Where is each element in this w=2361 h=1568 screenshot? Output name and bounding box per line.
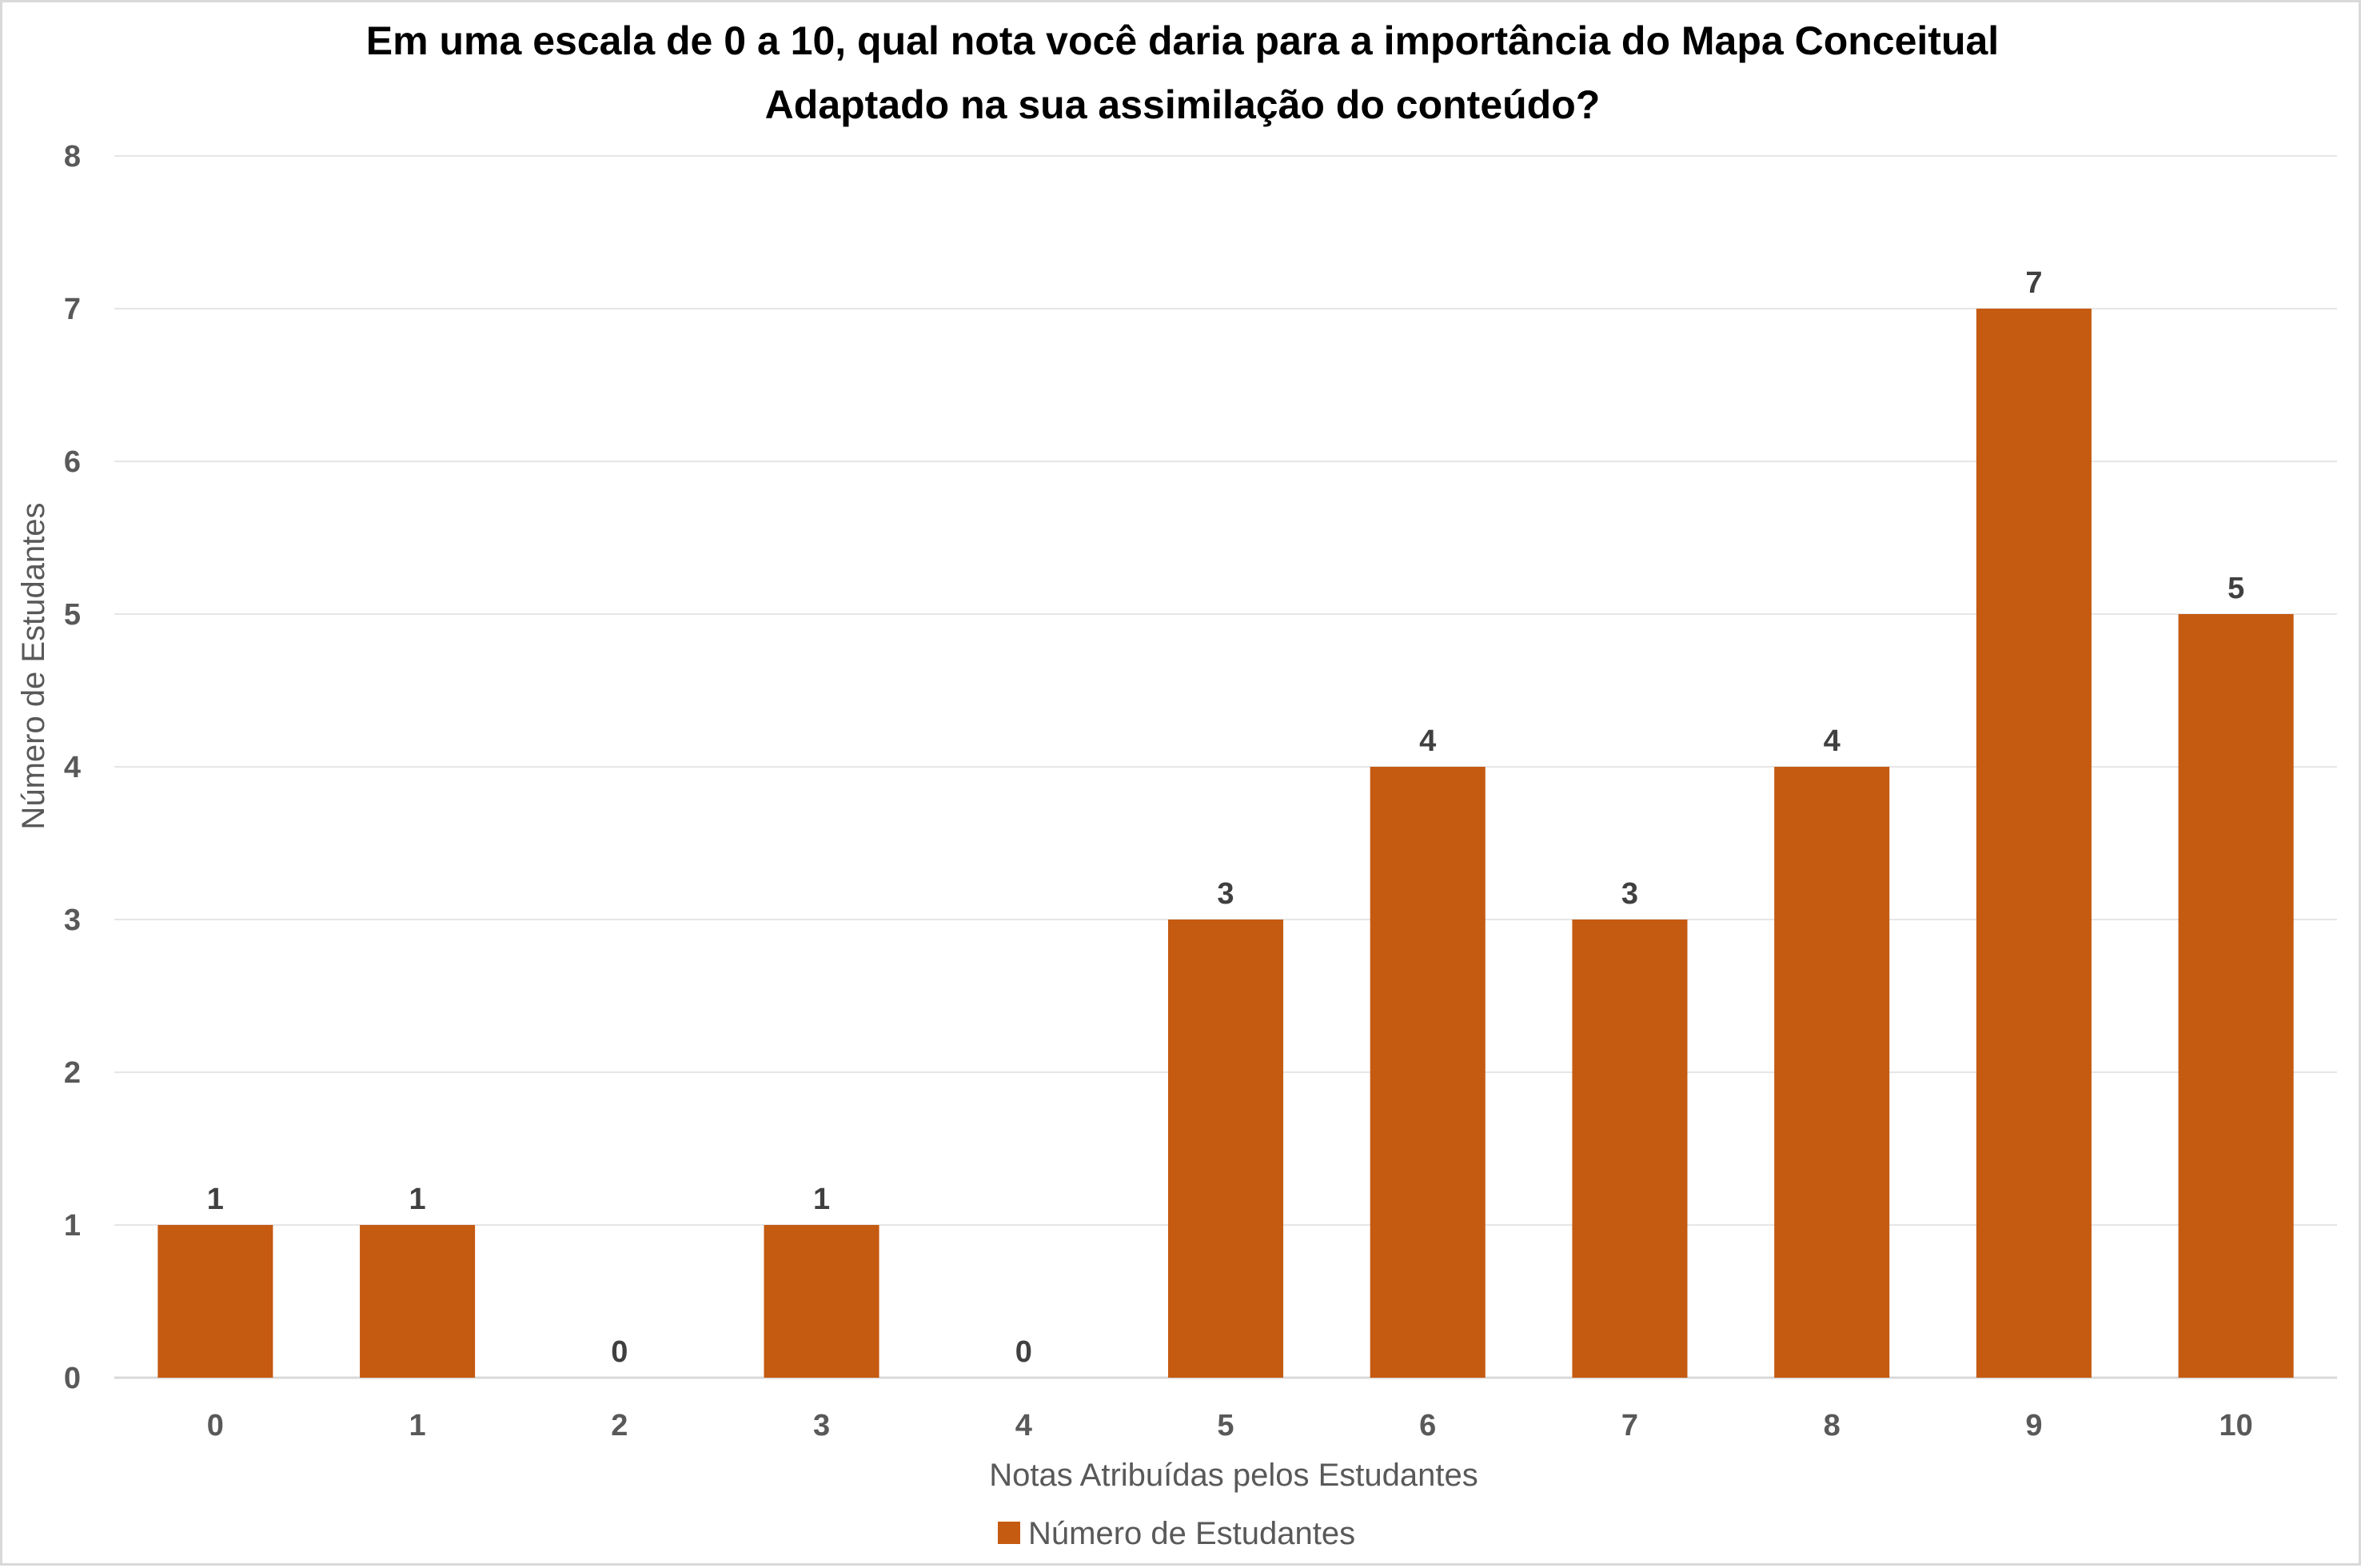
x-tick-label: 9 <box>2025 1409 2042 1442</box>
bar <box>1572 920 1688 1378</box>
x-tick-label: 2 <box>611 1409 628 1442</box>
legend: Número de Estudantes <box>998 1516 1355 1551</box>
legend-label: Número de Estudantes <box>1028 1516 1355 1551</box>
data-label: 5 <box>2227 572 2244 605</box>
data-label: 4 <box>1419 724 1436 758</box>
data-label: 4 <box>1824 724 1841 758</box>
bar <box>1976 309 2092 1378</box>
x-tick-label: 8 <box>1824 1409 1841 1442</box>
y-tick-label: 0 <box>64 1362 81 1395</box>
gridlines <box>114 155 2337 1379</box>
bar <box>1774 767 1890 1378</box>
x-tick-label: 1 <box>409 1409 426 1442</box>
bar <box>1370 767 1486 1378</box>
data-label: 3 <box>1621 877 1638 911</box>
y-tick-label: 8 <box>64 140 81 174</box>
y-tick-label: 2 <box>64 1056 81 1090</box>
data-label: 1 <box>207 1183 224 1216</box>
y-axis-title: Número de Estudantes <box>16 502 51 829</box>
data-label: 1 <box>409 1183 426 1216</box>
x-tick-label: 5 <box>1217 1409 1234 1442</box>
bar <box>1167 920 1284 1378</box>
data-label: 7 <box>2025 266 2042 300</box>
bar <box>158 1225 273 1378</box>
data-label: 0 <box>611 1335 628 1369</box>
y-axis-ticks: 0 1 2 3 4 5 6 7 8 <box>64 140 81 1395</box>
x-tick-label: 3 <box>813 1409 830 1442</box>
x-tick-label: 4 <box>1015 1409 1032 1442</box>
y-tick-label: 5 <box>64 598 81 632</box>
x-tick-label: 0 <box>207 1409 224 1442</box>
x-tick-label: 6 <box>1419 1409 1436 1442</box>
x-axis-ticks: 0 1 2 3 4 5 6 7 8 9 10 <box>207 1409 2253 1442</box>
y-tick-label: 1 <box>64 1209 81 1243</box>
bar <box>764 1225 879 1378</box>
data-label: 1 <box>813 1183 830 1216</box>
data-label: 0 <box>1015 1335 1032 1369</box>
x-tick-label: 10 <box>2219 1409 2252 1442</box>
bars <box>158 309 2294 1378</box>
x-tick-label: 7 <box>1621 1409 1638 1442</box>
y-tick-label: 4 <box>64 751 81 784</box>
chart-title-line-2: Adaptado na sua assimilação do conteúdo? <box>765 82 1601 127</box>
y-tick-label: 7 <box>64 293 81 326</box>
legend-swatch <box>998 1522 1020 1544</box>
y-tick-label: 3 <box>64 904 81 937</box>
bar <box>2178 614 2294 1378</box>
data-label: 3 <box>1217 877 1234 911</box>
y-tick-label: 6 <box>64 445 81 479</box>
x-axis-title: Notas Atribuídas pelos Estudantes <box>989 1458 1478 1493</box>
bar <box>360 1225 476 1378</box>
data-labels: 1 1 0 1 0 3 4 3 4 7 5 <box>207 266 2244 1369</box>
chart-title-line-1: Em uma escala de 0 a 10, qual nota você … <box>366 18 1999 63</box>
